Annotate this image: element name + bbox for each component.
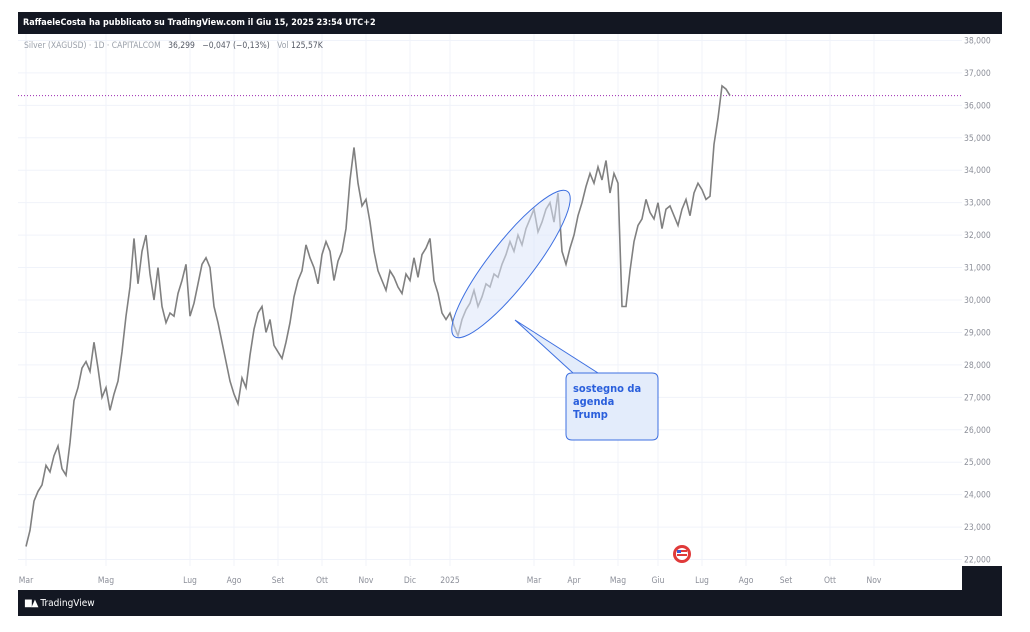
y-tick-label: 23,000 (964, 523, 991, 533)
y-tick-label: 25,000 (964, 458, 991, 468)
x-tick-label: Apr (567, 576, 581, 586)
y-tick-label: 37,000 (964, 69, 991, 79)
x-tick-label: Dic (404, 576, 416, 586)
y-tick-label: 26,000 (964, 426, 991, 436)
y-tick-label: 22,000 (964, 556, 991, 566)
y-tick-label: 29,000 (964, 328, 991, 338)
y-tick-label: 30,000 (964, 296, 991, 306)
x-tick-label: Ott (316, 576, 328, 586)
x-tick-label: 2025 (440, 576, 460, 586)
highlight-ellipse[interactable] (437, 178, 585, 350)
legend-change: −0,047 (−0,13%) (202, 41, 269, 51)
legend: Silver (XAGUSD) · 1D · CAPITALCOM 36,299… (24, 41, 324, 51)
x-tick-label: Mag (610, 576, 626, 586)
x-tick-label: Mar (527, 576, 542, 586)
chart-area[interactable]: 22,000 23,000 24,000 25,000 26,000 27,000 28,0… (18, 34, 1002, 590)
x-tick-label: Ago (227, 576, 242, 586)
y-tick-label: 38,000 (964, 36, 991, 46)
price-axis: 22,000 23,000 24,000 25,000 26,000 27,000 28,0… (964, 36, 991, 565)
y-tick-label: 34,000 (964, 166, 991, 176)
y-tick-label: 32,000 (964, 231, 991, 241)
x-tick-label: Nov (867, 576, 882, 586)
callout-line-3: Trump (573, 408, 608, 421)
x-tick-label: Mar (19, 576, 34, 586)
x-tick-label: Ago (739, 576, 754, 586)
x-tick-label: Lug (695, 576, 709, 586)
publish-header: RaffaeleCosta ha pubblicato su TradingVi… (23, 18, 376, 28)
y-tick-label: 31,000 (964, 264, 991, 274)
time-axis: Mar Mag Lug Ago Set Ott Nov Dic 2025 Mar Apr Mag Giu… (19, 576, 882, 586)
price-axis-background (962, 34, 1002, 566)
y-tick-label: 35,000 (964, 134, 991, 144)
x-tick-label: Set (780, 576, 793, 586)
chart-frame: RaffaeleCosta ha pubblicato su TradingVi… (18, 12, 1002, 616)
y-tick-label: 33,000 (964, 199, 991, 209)
series-line-silver (25, 84, 731, 547)
footer-brand: TradingView (40, 597, 95, 609)
y-tick-label: 28,000 (964, 361, 991, 371)
callout-line-2: agenda (573, 395, 614, 408)
legend-symbol: Silver (XAGUSD) · 1D · CAPITALCOM (24, 41, 161, 51)
x-tick-label: Set (272, 576, 285, 586)
callout-box[interactable] (514, 319, 659, 441)
x-tick-label: Ott (824, 576, 836, 586)
y-tick-label: 27,000 (964, 393, 991, 403)
tradingview-logo-icon: ■▲ (24, 597, 38, 609)
us-flag-event-icon[interactable] (673, 545, 691, 563)
x-tick-label: Giu (652, 576, 665, 586)
y-tick-label: 24,000 (964, 491, 991, 501)
time-axis-background (18, 566, 962, 590)
callout-text: sostegno da agenda Trump (573, 382, 645, 421)
callout-line-1: sostegno da (573, 382, 641, 395)
x-tick-label: Lug (183, 576, 197, 586)
legend-close: 36,299 (168, 41, 195, 51)
x-tick-label: Nov (359, 576, 374, 586)
x-tick-label: Mag (98, 576, 114, 586)
y-tick-label: 36,000 (964, 101, 991, 111)
gridlines (18, 34, 962, 566)
legend-volume: 125,57K (291, 41, 324, 51)
legend-volume-label: Vol (277, 41, 288, 51)
footer-bar: ■▲ TradingView (18, 590, 1002, 616)
